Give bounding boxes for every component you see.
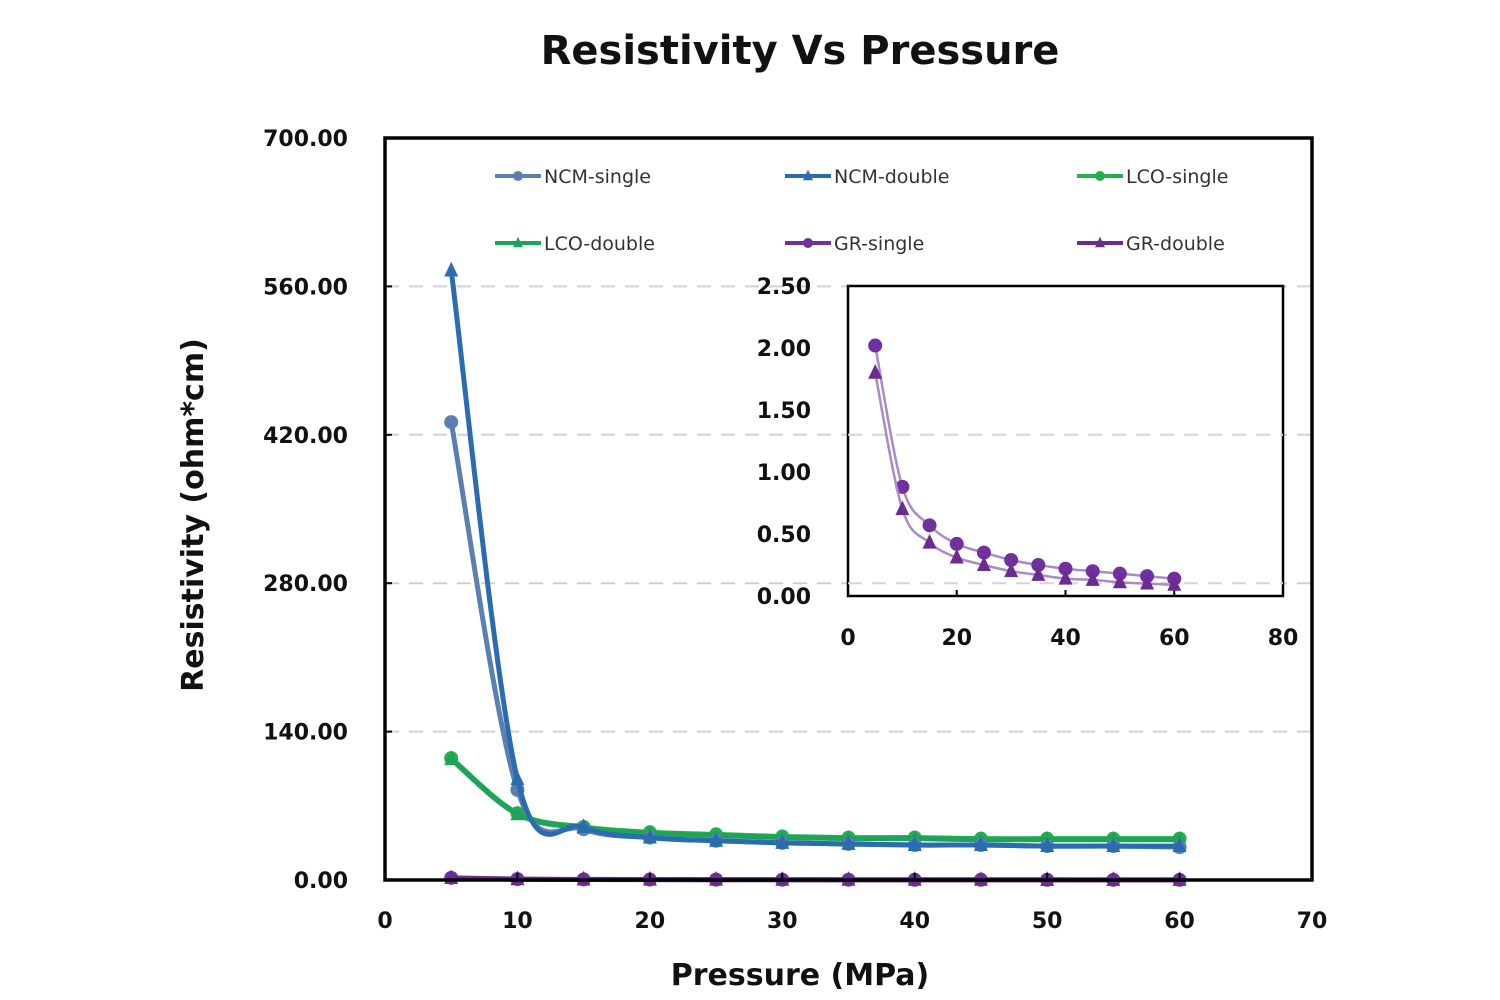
inset-y-tick-label: 0.50 (757, 523, 811, 548)
legend-label: LCO-double (544, 233, 655, 255)
inset-y-tick-label: 2.50 (757, 275, 811, 300)
data-point-marker (907, 836, 922, 851)
legend-item-lco-single: LCO-single (1077, 166, 1228, 188)
main-y-tick-label: 420.00 (263, 424, 348, 449)
inset-y-tick-label: 2.00 (757, 337, 811, 362)
inset-data-point-marker (1031, 566, 1046, 581)
inset-x-tick-label: 60 (1159, 626, 1190, 651)
main-y-tick-label: 140.00 (263, 721, 348, 746)
chart-title: Resistivity Vs Pressure (541, 28, 1060, 74)
legend-swatch-marker (803, 238, 813, 248)
legend-label: NCM-single (544, 166, 651, 188)
legend-item-lco-double: LCO-double (495, 233, 655, 255)
main-y-tick-label: 560.00 (263, 275, 348, 300)
inset-data-point-marker (868, 364, 883, 379)
main-x-tick-label: 20 (635, 909, 666, 934)
inset-data-point-marker (922, 518, 937, 533)
data-point-marker (1172, 837, 1187, 853)
legend-swatch-marker (513, 171, 523, 181)
data-point-marker (642, 828, 657, 844)
legend-label: NCM-double (834, 166, 949, 188)
legend-item-gr-single: GR-single (785, 233, 924, 255)
inset-series-gr-double (868, 364, 1182, 591)
main-y-tick-label: 0.00 (294, 869, 348, 894)
legend-item-gr-double: GR-double (1077, 233, 1225, 255)
inset-data-point-marker (976, 556, 991, 571)
main-plot-frame (383, 136, 1314, 882)
data-point-marker (444, 261, 459, 277)
legend-item-ncm-single: NCM-single (495, 166, 651, 188)
inset-data-point-marker (1004, 562, 1019, 578)
inset-data-point-marker (1167, 576, 1182, 591)
inset-x-tick-label: 20 (941, 626, 972, 651)
inset-chart: 0.00 0.50 1.00 1.50 2.00 2.50 0 20 40 60 80 (757, 275, 1299, 651)
inset-data-point-marker (949, 548, 964, 564)
data-point-marker (444, 750, 459, 766)
inset-y-tick-label: 1.50 (757, 399, 811, 424)
legend-label: LCO-single (1126, 166, 1228, 188)
inset-data-point-marker (1140, 574, 1155, 590)
data-point-marker (510, 805, 525, 821)
inset-data-point-marker (895, 500, 910, 516)
legend-swatch-marker (1095, 171, 1105, 181)
inset-data-point-marker (895, 479, 910, 494)
data-point-marker (576, 870, 591, 886)
inset-data-point-marker (976, 545, 991, 560)
inset-x-tick-label: 40 (1050, 626, 1081, 651)
series-gr-double (444, 869, 1187, 886)
inset-data-point-marker (1031, 558, 1046, 572)
y-axis-label: Resistivity (ohm*cm) (176, 338, 211, 692)
data-point-marker (510, 770, 525, 786)
data-point-marker (775, 834, 790, 849)
main-x-tick-label: 10 (502, 909, 533, 934)
main-x-tick-label: 70 (1297, 909, 1328, 934)
data-point-marker (841, 835, 856, 850)
legend-label: GR-single (834, 233, 924, 255)
inset-data-point-marker (949, 536, 964, 551)
legend-swatch-marker (1095, 236, 1105, 248)
data-point-marker (1040, 837, 1055, 853)
main-x-tick-label: 60 (1164, 909, 1195, 934)
main-x-tick-label: 40 (899, 909, 930, 934)
data-point-marker (973, 836, 988, 851)
data-point-marker (444, 415, 459, 430)
main-x-tick-label: 30 (767, 909, 798, 934)
main-y-tick-label: 700.00 (263, 127, 348, 152)
main-y-tick-label: 280.00 (263, 572, 348, 597)
inset-plot-frame (846, 284, 1285, 598)
inset-data-point-marker (1112, 573, 1127, 589)
data-point-marker (709, 832, 724, 847)
inset-x-tick-label: 80 (1268, 626, 1299, 651)
legend-item-ncm-double: NCM-double (785, 166, 949, 188)
data-point-marker (576, 818, 591, 833)
legend-swatch-marker (513, 236, 523, 248)
x-axis-label: Pressure (MPa) (671, 958, 930, 993)
legend: NCM-single NCM-double LCO-single LCO-double… (495, 166, 1228, 255)
series-ncm-double (444, 261, 1187, 853)
main-x-tick-label: 0 (377, 909, 392, 934)
series-line (448, 756, 1183, 843)
legend-swatch-marker (803, 169, 813, 181)
data-point-marker (1106, 837, 1121, 853)
inset-data-point-marker (868, 338, 883, 353)
main-x-tick-label: 50 (1032, 909, 1063, 934)
inset-y-tick-label: 1.00 (757, 461, 811, 486)
inset-data-point-marker (1004, 553, 1019, 568)
inset-data-point-marker (1058, 569, 1073, 585)
inset-x-tick-label: 0 (840, 626, 855, 651)
inset-data-point-marker (1085, 571, 1100, 586)
inset-data-point-marker (922, 533, 937, 549)
inset-data-point-marker (1058, 561, 1073, 576)
inset-y-tick-label: 0.00 (757, 585, 811, 610)
legend-label: GR-double (1126, 233, 1225, 255)
